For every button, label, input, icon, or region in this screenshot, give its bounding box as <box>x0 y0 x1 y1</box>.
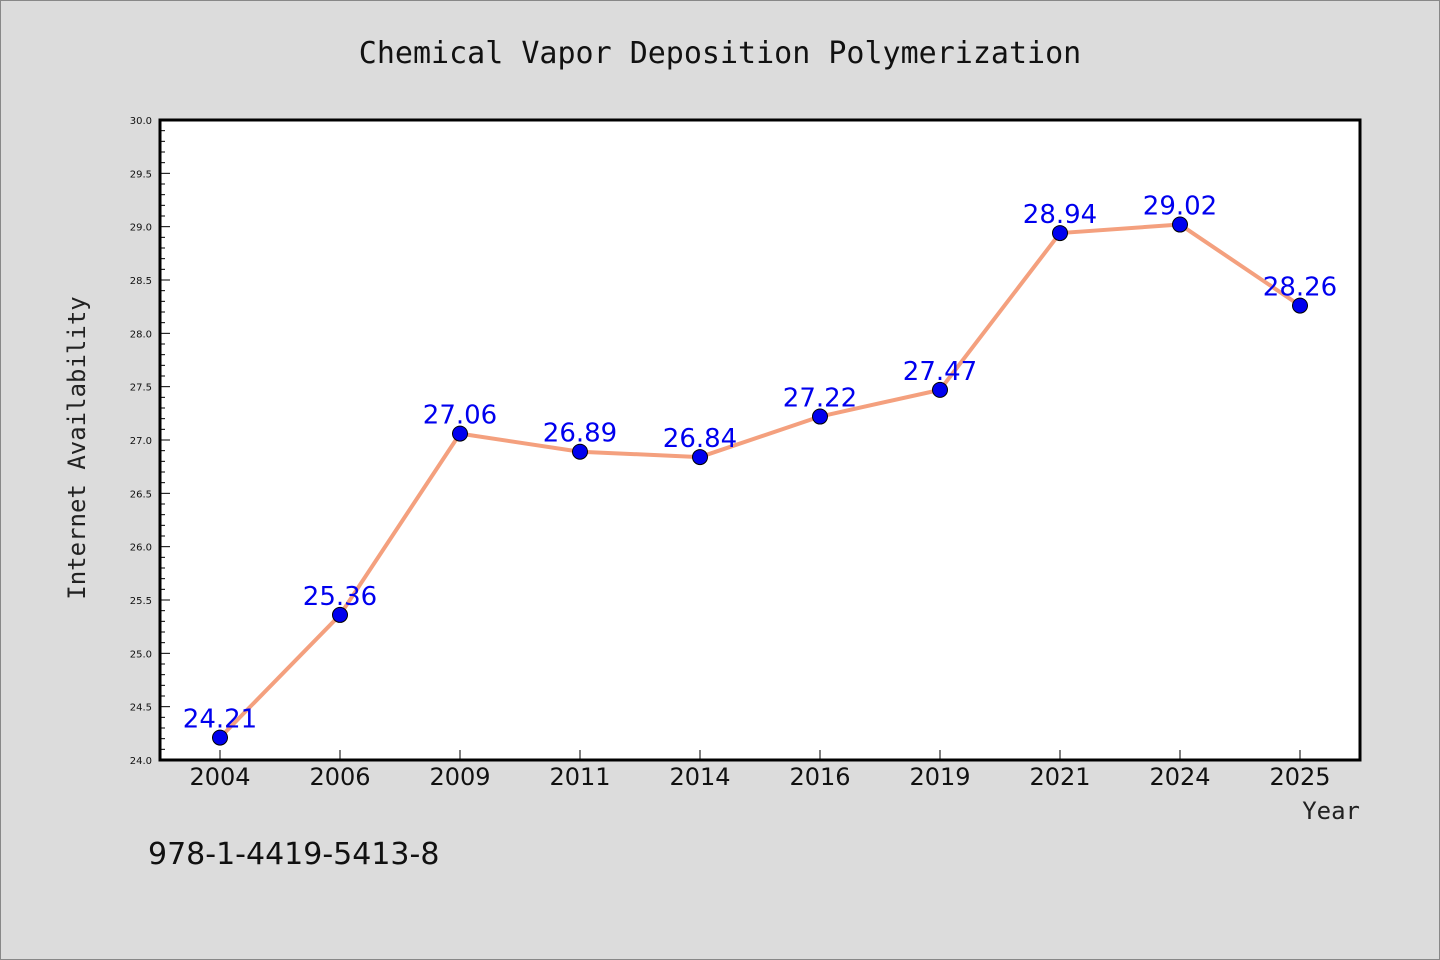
data-label: 27.22 <box>783 384 857 414</box>
x-tick-label: 2024 <box>1149 763 1210 791</box>
x-tick-label: 2014 <box>669 763 730 791</box>
data-point <box>1052 225 1068 242</box>
series-line <box>218 222 1302 739</box>
data-labels: 24.21 25.36 27.06 26.89 26.84 27.22 27.47 28.94… <box>183 192 1337 735</box>
x-tick-label: 2016 <box>789 763 850 791</box>
data-point <box>212 729 228 746</box>
data-point <box>932 381 948 398</box>
data-label: 29.02 <box>1143 192 1217 222</box>
y-axis-label: Internet Availability <box>63 296 91 599</box>
x-axis: 2004 2006 2009 2011 2014 2016 2019 2021 2024 2025 <box>189 750 1331 791</box>
data-point <box>1172 216 1188 233</box>
y-tick-label: 24.5 <box>130 703 152 714</box>
x-tick-label: 2009 <box>429 763 490 791</box>
y-tick-label: 26.0 <box>130 543 152 554</box>
x-tick-label: 2021 <box>1029 763 1090 791</box>
x-tick-label: 2019 <box>909 763 970 791</box>
data-label: 24.21 <box>183 705 257 735</box>
data-point <box>1292 297 1308 314</box>
data-label: 26.84 <box>663 424 737 454</box>
plot-frame <box>158 118 1362 762</box>
y-tick-label: 29.5 <box>130 169 152 180</box>
y-tick-label: 27.5 <box>130 383 152 394</box>
x-tick-label: 2006 <box>309 763 370 791</box>
y-tick-label: 29.0 <box>130 223 152 234</box>
x-tick-label: 2025 <box>1269 763 1330 791</box>
y-tick-label: 28.5 <box>130 276 152 287</box>
data-label: 27.47 <box>903 357 977 387</box>
x-tick-label: 2004 <box>189 763 250 791</box>
x-axis-label: Year <box>1302 797 1360 825</box>
y-tick-label: 30.0 <box>130 116 152 127</box>
data-label: 27.06 <box>423 401 497 431</box>
y-tick-label: 26.5 <box>130 489 152 500</box>
y-tick-label: 27.0 <box>130 436 152 447</box>
data-label: 25.36 <box>303 582 377 612</box>
data-label: 28.94 <box>1023 200 1097 230</box>
y-tick-label: 25.5 <box>130 596 152 607</box>
y-tick-label: 24.0 <box>130 756 152 767</box>
data-markers <box>212 216 1308 746</box>
data-point <box>332 606 348 623</box>
y-tick-label: 28.0 <box>130 329 152 340</box>
isbn-annotation: 978-1-4419-5413-8 <box>148 837 439 872</box>
data-label: 28.26 <box>1263 273 1337 303</box>
data-label: 26.89 <box>543 419 617 449</box>
data-point <box>692 449 708 466</box>
y-tick-label: 25.0 <box>130 649 152 660</box>
data-point <box>572 443 588 460</box>
chart-title: Chemical Vapor Deposition Polymerization <box>359 36 1081 71</box>
data-point <box>812 408 828 425</box>
x-tick-label: 2011 <box>549 763 610 791</box>
data-point <box>452 425 468 442</box>
